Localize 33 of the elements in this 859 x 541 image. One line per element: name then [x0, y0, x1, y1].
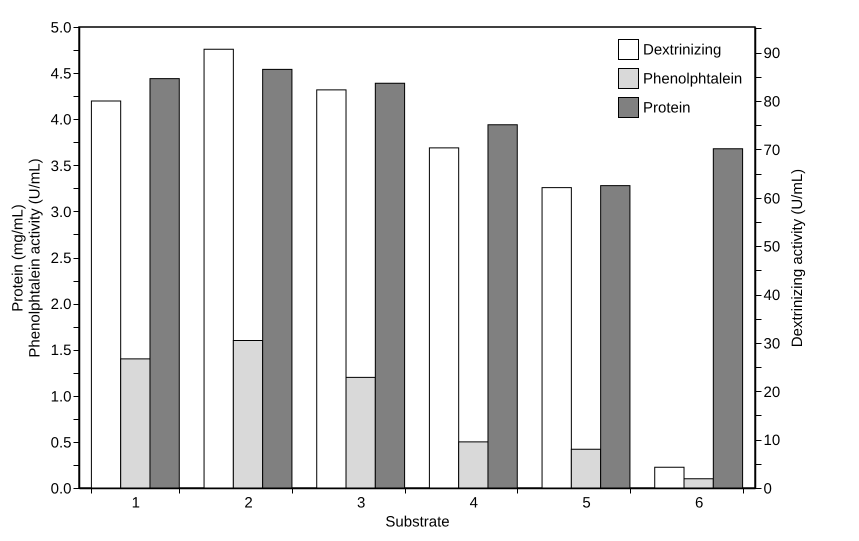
y2-axis-title: Dextrinizing activity (U/mL) [789, 168, 806, 348]
y-tick-label: 0.0 [50, 480, 72, 498]
x-tick-label: 3 [356, 494, 366, 512]
y2-tick-label: 90 [764, 45, 780, 62]
x-tick-label: 1 [132, 494, 140, 512]
y2-tick-label: 50 [764, 238, 780, 256]
y-tick-label: 2.0 [50, 296, 72, 314]
y-axis-title: Protein (mg/mL) Phenolphtalein activity (U/mL) [10, 158, 44, 358]
y2-tick-label: 0 [764, 480, 772, 498]
y2-tick-label: 80 [764, 94, 780, 111]
x-tick-label: 6 [694, 494, 704, 512]
y2-tick-label: 40 [764, 287, 780, 304]
x-axis-title: Substrate [385, 514, 450, 530]
y-tick-label: 3.5 [50, 158, 72, 175]
legend-label: Dextrinizing [643, 42, 722, 58]
y2-tick-label: 60 [764, 190, 780, 208]
y-tick-label: 2.5 [50, 250, 72, 267]
y-tick-label: 0.5 [50, 434, 72, 452]
legend-label: Phenolphtalein [643, 70, 742, 88]
y2-tick-label: 30 [764, 335, 780, 352]
y-tick-label: 4.0 [50, 112, 72, 129]
y-tick-label: 1.5 [50, 342, 72, 360]
y2-tick-label: 10 [764, 432, 780, 450]
y2-tick-label: 20 [764, 384, 780, 401]
y-tick-label: 1.0 [50, 388, 72, 406]
y2-tick-label: 70 [764, 142, 780, 159]
x-tick-label: 5 [582, 494, 591, 512]
x-tick-label: 4 [470, 494, 478, 512]
y-tick-label: 5.0 [50, 20, 72, 36]
y-tick-label: 4.5 [50, 66, 72, 83]
x-tick-label: 2 [244, 494, 253, 512]
legend-label: Protein [643, 100, 691, 116]
y-tick-label: 3.0 [50, 204, 72, 221]
